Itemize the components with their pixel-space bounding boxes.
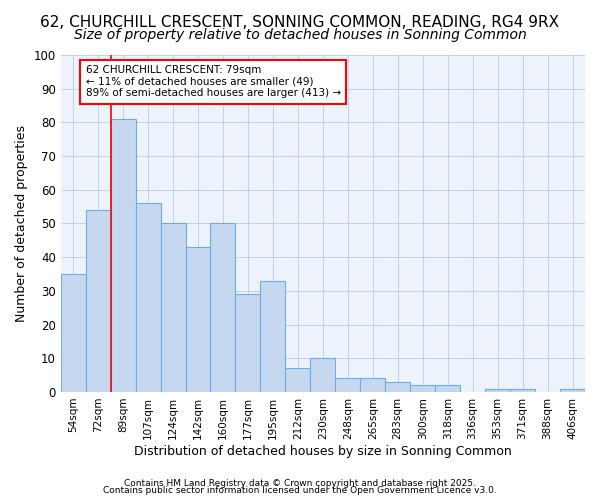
Bar [235,294,260,392]
Bar [560,388,585,392]
Text: Contains public sector information licensed under the Open Government Licence v3: Contains public sector information licen… [103,486,497,495]
Bar [260,281,286,392]
Text: 62, CHURCHILL CRESCENT, SONNING COMMON, READING, RG4 9RX: 62, CHURCHILL CRESCENT, SONNING COMMON, … [40,15,560,30]
Bar [435,385,460,392]
Bar [161,224,185,392]
Bar [310,358,335,392]
Bar [86,210,110,392]
Bar [510,388,535,392]
Bar [136,204,161,392]
Bar [385,382,410,392]
Bar [61,274,86,392]
Bar [286,368,310,392]
Bar [410,385,435,392]
Bar [360,378,385,392]
Text: Size of property relative to detached houses in Sonning Common: Size of property relative to detached ho… [74,28,526,42]
Bar [110,119,136,392]
Text: Contains HM Land Registry data © Crown copyright and database right 2025.: Contains HM Land Registry data © Crown c… [124,478,476,488]
Y-axis label: Number of detached properties: Number of detached properties [15,125,28,322]
Bar [185,247,211,392]
Bar [211,224,235,392]
X-axis label: Distribution of detached houses by size in Sonning Common: Distribution of detached houses by size … [134,444,512,458]
Bar [335,378,360,392]
Bar [485,388,510,392]
Text: 62 CHURCHILL CRESCENT: 79sqm
← 11% of detached houses are smaller (49)
89% of se: 62 CHURCHILL CRESCENT: 79sqm ← 11% of de… [86,65,341,98]
